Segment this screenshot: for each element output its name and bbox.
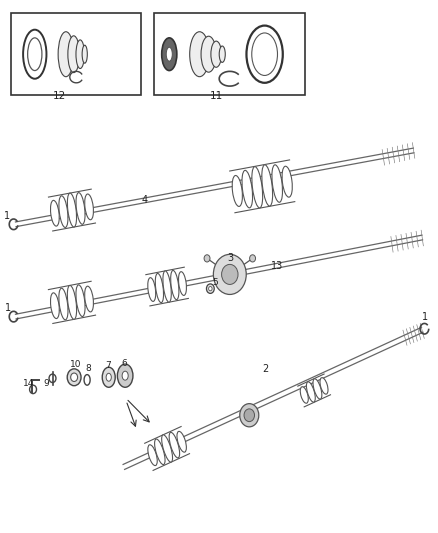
Ellipse shape <box>201 36 216 72</box>
Ellipse shape <box>190 32 209 77</box>
Ellipse shape <box>272 165 283 203</box>
Circle shape <box>204 255 210 262</box>
Ellipse shape <box>262 165 272 206</box>
Ellipse shape <box>50 200 59 226</box>
Ellipse shape <box>155 439 165 465</box>
Ellipse shape <box>162 435 173 462</box>
Text: 4: 4 <box>141 195 147 205</box>
Text: 1: 1 <box>5 303 11 313</box>
Circle shape <box>208 287 212 291</box>
Text: 9: 9 <box>44 379 49 388</box>
Ellipse shape <box>76 40 85 69</box>
Ellipse shape <box>169 432 180 458</box>
Ellipse shape <box>148 445 157 466</box>
Ellipse shape <box>232 175 242 206</box>
Ellipse shape <box>320 378 328 394</box>
Ellipse shape <box>313 379 322 399</box>
Ellipse shape <box>300 387 308 403</box>
Ellipse shape <box>171 270 179 300</box>
Circle shape <box>206 284 214 293</box>
Circle shape <box>67 369 81 386</box>
Ellipse shape <box>117 364 133 387</box>
Text: 2: 2 <box>262 364 268 374</box>
Ellipse shape <box>211 41 222 67</box>
Ellipse shape <box>162 38 177 70</box>
Ellipse shape <box>102 367 115 387</box>
Ellipse shape <box>85 194 93 220</box>
Ellipse shape <box>76 192 85 224</box>
Text: 1: 1 <box>4 211 10 221</box>
Text: 12: 12 <box>53 91 66 101</box>
Circle shape <box>213 254 246 294</box>
Ellipse shape <box>67 193 77 227</box>
Text: 7: 7 <box>105 361 111 370</box>
Ellipse shape <box>179 272 187 295</box>
Ellipse shape <box>106 373 111 381</box>
Ellipse shape <box>68 36 80 72</box>
Bar <box>11 13 141 95</box>
Text: 3: 3 <box>228 253 234 263</box>
Ellipse shape <box>59 288 68 320</box>
Text: 14: 14 <box>23 379 35 387</box>
Text: 8: 8 <box>85 364 91 373</box>
Circle shape <box>222 264 238 285</box>
Text: 10: 10 <box>70 360 81 369</box>
Ellipse shape <box>82 45 87 63</box>
Ellipse shape <box>242 171 253 208</box>
Ellipse shape <box>177 431 187 452</box>
Text: 11: 11 <box>210 91 223 101</box>
Ellipse shape <box>282 166 292 197</box>
Ellipse shape <box>59 196 68 228</box>
Ellipse shape <box>67 285 77 319</box>
Ellipse shape <box>122 371 128 380</box>
Ellipse shape <box>85 286 93 312</box>
Ellipse shape <box>76 285 85 317</box>
Ellipse shape <box>155 273 163 303</box>
Text: 6: 6 <box>121 359 127 368</box>
Circle shape <box>71 373 78 382</box>
Ellipse shape <box>58 32 74 77</box>
Circle shape <box>244 409 254 422</box>
Bar <box>154 13 305 95</box>
Text: 13: 13 <box>271 261 283 271</box>
Circle shape <box>250 255 255 262</box>
Ellipse shape <box>163 271 171 302</box>
Text: 5: 5 <box>212 278 218 287</box>
Ellipse shape <box>166 47 172 61</box>
Text: 1: 1 <box>422 312 428 322</box>
Ellipse shape <box>252 167 263 208</box>
Ellipse shape <box>307 382 315 402</box>
Circle shape <box>240 403 259 427</box>
Ellipse shape <box>148 278 155 301</box>
Ellipse shape <box>50 293 59 319</box>
Ellipse shape <box>219 46 225 62</box>
